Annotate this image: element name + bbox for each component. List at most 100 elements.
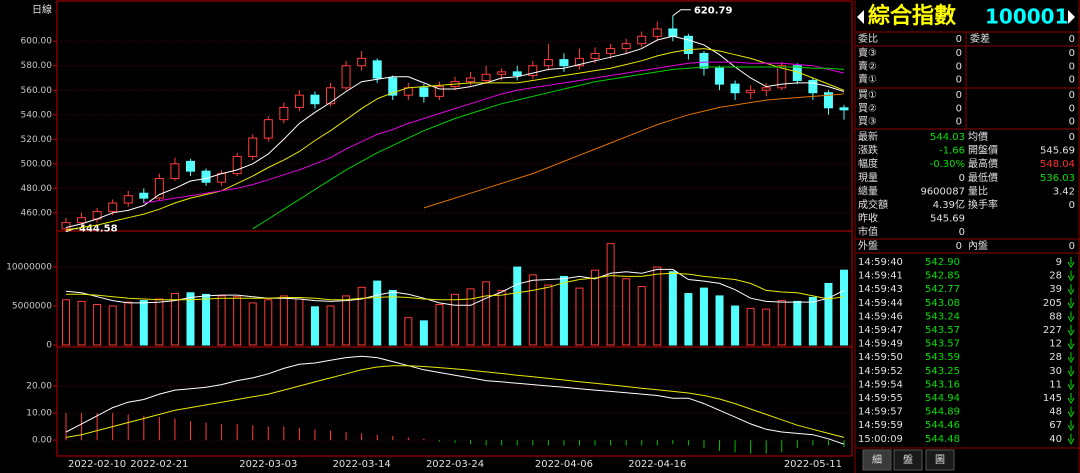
stat-value: 3.42 [1053,186,1075,197]
order-label: 賣② [858,59,877,72]
stat-value: 9600087 [920,186,965,197]
stat-value: 544.03 [930,132,965,143]
candle-body [699,52,709,69]
volume-bar [808,296,817,346]
moving-average-line [143,61,845,204]
volume-bar [824,282,833,346]
trade-price: 543.25 [925,366,960,377]
candle-body [263,119,273,139]
trade-time: 14:59:47 [858,325,903,336]
x-tick-label: 2022-03-14 [333,459,391,470]
volume-bar [840,269,848,346]
volume-bar [248,302,257,346]
stat-label: 最新 [858,130,878,143]
order-label: 買① [858,89,877,101]
order-volume: 0 [1069,61,1075,72]
trade-price: 542.77 [925,284,960,295]
y-tick-label: 480.00 [21,184,53,194]
tab[interactable] [893,449,923,471]
tab-label[interactable]: 圖 [935,454,945,466]
moving-average-line [65,48,845,231]
trade-time: 15:00:09 [858,434,903,445]
candle-body [543,59,553,67]
stat-value: 4.39亿 [933,198,965,211]
candle-body [77,217,87,224]
trade-volume: 67 [1049,420,1062,431]
down-arrow [1067,393,1075,404]
trade-volume: 145 [1043,393,1062,404]
volume-bar [497,289,506,346]
trade-price: 542.90 [925,257,960,268]
moving-average-line [65,35,845,228]
order-price: 0 [956,61,962,72]
index-name: 綜合指數 [868,3,956,29]
x-tick-label: 2022-05-11 [784,459,842,470]
order-label: 賣① [858,73,877,86]
volume-bar [310,306,319,346]
down-arrow [1067,257,1075,268]
down-arrow [1067,433,1075,445]
candle-body [388,77,398,96]
trade-time: 14:59:40 [858,257,903,268]
candle-body [606,48,616,54]
y-tick-label: 580.00 [21,61,53,71]
volume-bar [466,288,475,346]
y-tick-label: 0.00 [32,436,52,446]
candle-body [154,178,164,199]
next-arrow[interactable] [1068,10,1075,24]
trade-time: 14:59:43 [858,284,903,295]
volume-bar [715,295,724,346]
stat-value: 0 [1069,200,1075,211]
tab[interactable] [925,449,955,471]
volume-bar [186,292,195,346]
trade-volume: 48 [1049,407,1062,418]
candle-body [652,28,662,37]
y-tick-label: 20.00 [26,381,52,391]
volume-bar [793,300,802,346]
tab-label[interactable]: 細 [872,453,882,466]
volume-bar [668,271,677,346]
volume-bar [357,286,366,346]
tab-label[interactable]: 盤 [903,453,913,466]
candle-body [761,87,771,91]
volume-bar [653,266,662,346]
candle-body [123,195,133,204]
candle-body [746,89,756,94]
volume-bar [233,296,242,346]
stat-label: 市值 [858,225,878,238]
stat-label: 最低價 [968,171,998,184]
stat-value: -0.30% [930,159,965,170]
x-tick-label: 2022-03-24 [426,459,484,470]
y-tick-label: 0 [46,341,52,351]
y-tick-label: 10.00 [26,409,52,419]
volume-bar [93,303,102,346]
moving-average-line [252,66,845,230]
down-arrow [1067,365,1075,377]
stat-label: 最高價 [968,157,998,170]
trade-price: 543.08 [925,298,960,309]
candle-body [434,86,444,97]
trade-price: 543.24 [925,311,960,322]
volume-bar [155,298,164,346]
stat-value: 0 [1069,132,1075,143]
trade-price: 543.57 [925,339,960,350]
down-arrow [1067,420,1075,432]
min-annotation: 444.58 [79,224,118,235]
volume-bar [559,275,568,346]
trade-time: 14:59:41 [858,271,903,282]
volume-bar [637,286,646,346]
tab[interactable] [862,449,892,471]
trade-time: 14:59:49 [858,339,903,350]
field-label: 委比 [858,32,878,45]
trade-price: 543.16 [925,379,960,390]
order-price: 0 [956,48,962,59]
volume-bar [746,307,755,346]
candle-body [357,57,367,67]
prev-arrow[interactable] [857,10,864,24]
volume-bar [482,281,491,346]
candle-body [777,65,787,89]
stat-value: -1.66 [939,146,965,157]
field-label: 外盤 [858,239,878,252]
candle-body [201,170,211,183]
volume-bar [279,295,288,346]
